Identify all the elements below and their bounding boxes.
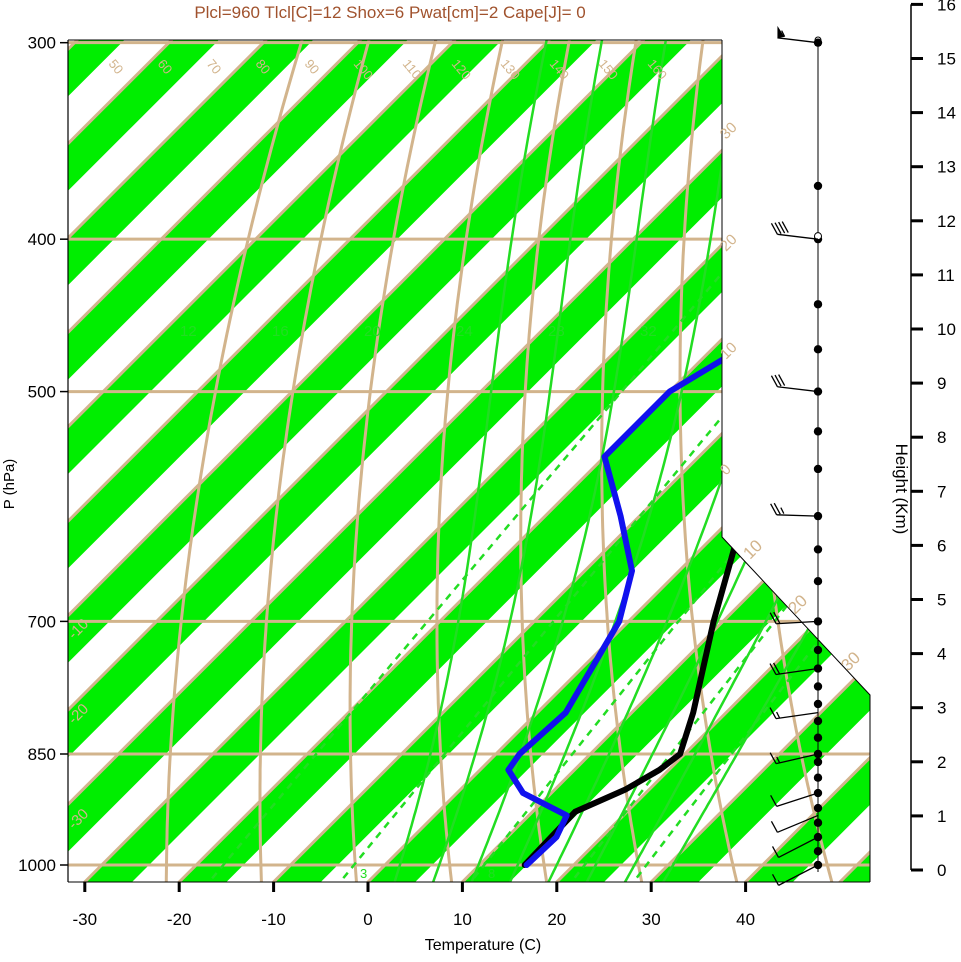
temperature-tick-label: -20 (167, 910, 192, 929)
temperature-tick-label: 10 (453, 910, 472, 929)
wind-barb (771, 222, 818, 240)
temperature-tick-label: 40 (736, 910, 755, 929)
height-tick-label: 3 (937, 699, 946, 718)
wind-level-dot (814, 682, 822, 690)
height-tick-label: 1 (937, 807, 946, 826)
wind-level-dot (814, 465, 822, 473)
pressure-tick-label: 1000 (18, 856, 56, 875)
temperature-tick-label: 20 (547, 910, 566, 929)
height-tick-label: 14 (937, 104, 956, 123)
height-tick-label: 11 (937, 266, 955, 285)
height-tick-label: 6 (937, 536, 946, 555)
pressure-tick-label: 850 (28, 745, 56, 764)
wind-level-dot (814, 819, 822, 827)
moist-adiabat-label: 24 (456, 323, 473, 340)
wind-level-dot (814, 182, 822, 190)
height-tick-label: 7 (937, 482, 946, 501)
wind-barb (771, 503, 818, 516)
height-tick-label: 8 (937, 428, 946, 447)
height-tick-label: 0 (937, 861, 946, 880)
height-tick-label: 10 (937, 320, 956, 339)
wind-barb (777, 26, 818, 43)
height-axis-label: Height (Km) (892, 444, 911, 535)
moist-adiabat-label: 16 (272, 323, 289, 340)
wind-level-dot (814, 773, 822, 781)
wind-level-dot (814, 427, 822, 435)
pressure-axis: 1001502002503004005007008501000 (18, 0, 68, 875)
isotherm-label: 10 (739, 536, 766, 563)
pressure-tick-label: 400 (28, 230, 56, 249)
wind-level-dot (814, 734, 822, 742)
wind-level-dot (814, 700, 822, 708)
wind-level-dot (814, 646, 822, 654)
height-tick-label: 16 (937, 0, 956, 14)
height-tick-label: 12 (937, 212, 956, 231)
y-axis-label: P (hPa) (1, 459, 18, 510)
temperature-tick-label: 30 (642, 910, 661, 929)
height-tick-label: 9 (937, 374, 946, 393)
height-tick-label: 13 (937, 158, 956, 177)
height-tick-label: 2 (937, 753, 946, 772)
temperature-tick-label: -30 (73, 910, 98, 929)
temperature-tick-label: -10 (261, 910, 286, 929)
moist-adiabat-label: 20 (364, 323, 381, 340)
moist-adiabat-label: 32 (640, 323, 657, 340)
pressure-tick-label: 700 (28, 612, 56, 631)
pressure-tick-label: 300 (28, 34, 56, 53)
mixing-ratio-label: 3 (360, 866, 367, 881)
wind-barb (771, 375, 818, 392)
wind-level-dot (814, 545, 822, 553)
height-tick-label: 4 (937, 645, 946, 664)
wind-level-dot (814, 804, 822, 812)
wind-level-dot (814, 717, 822, 725)
temperature-axis: -30 -20 -10 0 10 20 30 40 (73, 882, 756, 929)
temperature-tick-label: 0 (363, 910, 372, 929)
wind-level-dot (814, 577, 822, 585)
wind-level-dot (814, 345, 822, 353)
height-tick-label: 15 (937, 50, 956, 69)
x-axis-label: Temperature (C) (425, 937, 541, 954)
moist-adiabat-label: 12 (180, 323, 197, 340)
height-tick-label: 5 (937, 591, 946, 610)
wind-level-dot (814, 847, 822, 855)
chart-title: Plcl=960 Tlcl[C]=12 Shox=6 Pwat[cm]=2 Ca… (194, 3, 585, 22)
wind-level-dot (814, 758, 822, 766)
mixing-ratio-label: 8 (488, 866, 495, 881)
pressure-tick-label: 500 (28, 383, 56, 402)
moist-adiabat-label: 28 (548, 323, 565, 340)
wind-level-dot (814, 300, 822, 308)
